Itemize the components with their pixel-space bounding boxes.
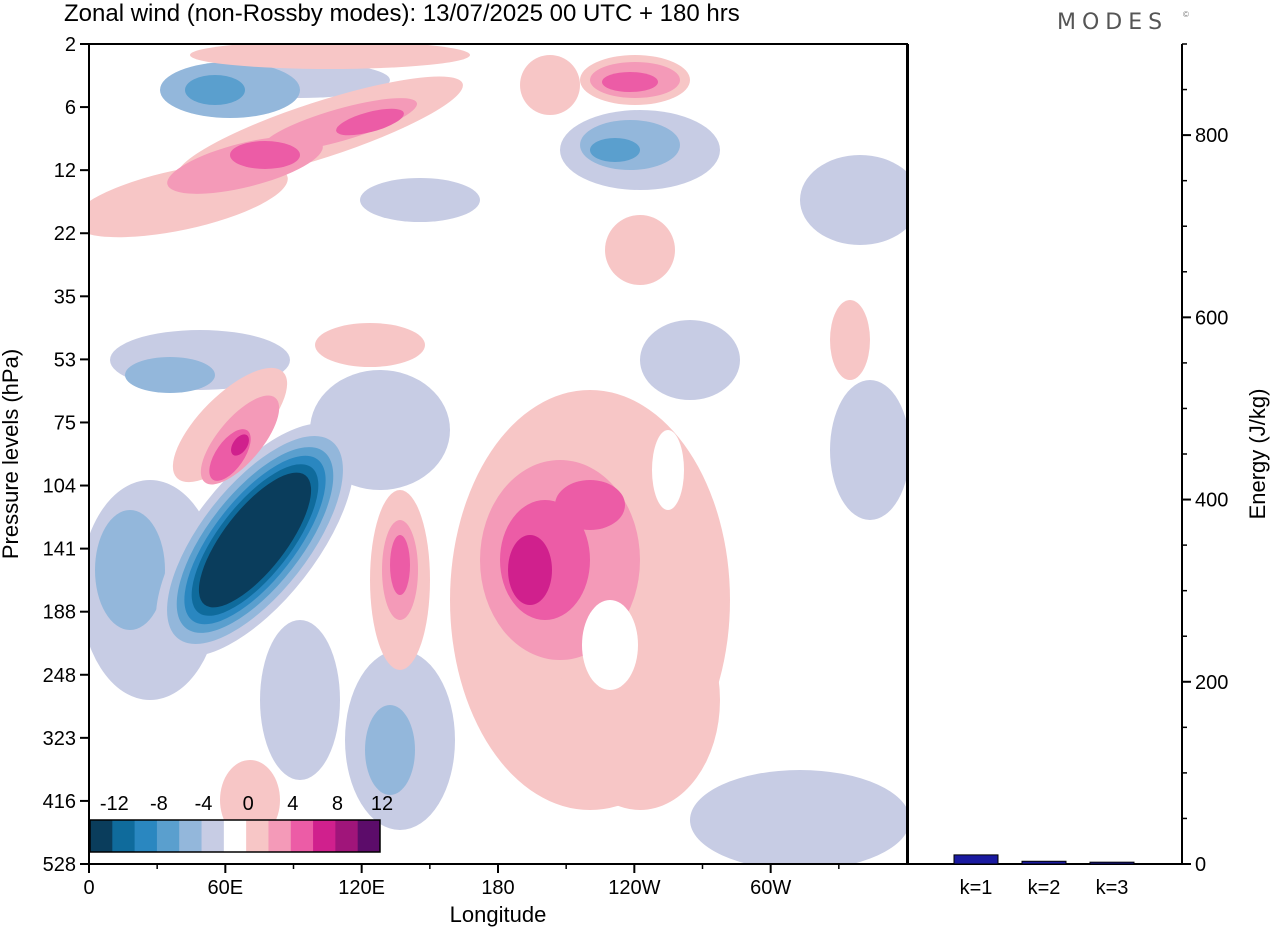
colorbar-legend: -12 -8 -4 0 4 8 12 bbox=[89, 793, 393, 853]
contour-fill bbox=[555, 480, 625, 530]
brand-logo: MODES bbox=[1057, 10, 1169, 35]
x-tick-label: 120E bbox=[338, 877, 385, 899]
energy-tick-label: 400 bbox=[1195, 490, 1228, 512]
colorbar-swatch bbox=[156, 820, 180, 852]
colorbar-swatch bbox=[179, 820, 203, 852]
contour-field bbox=[89, 44, 907, 864]
contour-fill bbox=[652, 430, 684, 510]
contour-fill bbox=[800, 155, 907, 245]
colorbar-label: 0 bbox=[243, 793, 254, 815]
y-tick-label: 104 bbox=[43, 476, 76, 498]
energy-axis-ticks: 0 200 400 600 800 bbox=[1182, 43, 1228, 876]
y-tick-label: 416 bbox=[43, 791, 76, 813]
colorbar-swatch bbox=[268, 820, 292, 852]
y-tick-label: 323 bbox=[43, 728, 76, 750]
y-tick-label: 75 bbox=[54, 412, 76, 434]
energy-bar bbox=[1021, 860, 1067, 865]
contour-fill bbox=[190, 44, 470, 69]
y-tick-label: 6 bbox=[65, 97, 76, 119]
colorbar-swatch bbox=[290, 820, 314, 852]
contour-fill bbox=[125, 357, 215, 393]
colorbar-label: 12 bbox=[371, 793, 393, 815]
y-axis-title: Pressure levels (hPa) bbox=[0, 349, 23, 559]
energy-tick-label: 0 bbox=[1195, 854, 1206, 876]
y-tick-label: 22 bbox=[54, 223, 76, 245]
colorbar-frame bbox=[89, 819, 381, 853]
contour-fill bbox=[690, 770, 907, 864]
contour-fill bbox=[230, 141, 300, 169]
contour-fill bbox=[830, 380, 907, 520]
contour-fill bbox=[582, 600, 638, 690]
x-tick-label: 60W bbox=[750, 877, 791, 899]
contour-fill bbox=[95, 510, 165, 630]
energy-tick-label: 800 bbox=[1195, 125, 1228, 147]
contour-fill bbox=[590, 138, 640, 162]
y-tick-label: 35 bbox=[54, 286, 76, 308]
colorbar-label: -12 bbox=[100, 793, 129, 815]
x-tick-label: 0 bbox=[83, 877, 94, 899]
y-tick-label: 141 bbox=[43, 539, 76, 561]
energy-bar bbox=[953, 854, 999, 865]
contour-fill bbox=[520, 55, 580, 115]
x-tick-label: 120W bbox=[608, 877, 660, 899]
y-tick-label: 12 bbox=[54, 160, 76, 182]
contour-fill bbox=[365, 705, 415, 795]
energy-bars: k=1 k=2 k=3 bbox=[953, 854, 1135, 899]
colorbar-swatch bbox=[246, 820, 269, 852]
energy-tick-label: 200 bbox=[1195, 672, 1228, 694]
energy-bar-panel: k=1 k=2 k=3 0 200 400 600 800 Energy (J/kg) bbox=[907, 43, 1270, 899]
energy-bar bbox=[1089, 861, 1135, 865]
colorbar-label: 4 bbox=[287, 793, 298, 815]
contour-fill bbox=[185, 75, 245, 105]
pressure-axis: 2 6 12 22 35 53 75 104 141 188 248 323 416 528 bbox=[43, 34, 89, 876]
colorbar-swatch bbox=[134, 820, 158, 852]
bar-category-label: k=1 bbox=[960, 877, 993, 899]
colorbar-swatch bbox=[335, 820, 359, 852]
colorbar-label: 8 bbox=[332, 793, 343, 815]
contour-fill bbox=[508, 535, 552, 605]
hovmoller-plot: 2 6 12 22 35 53 75 104 141 188 248 323 416 528 0 60E 12… bbox=[0, 34, 908, 927]
colorbar-swatch bbox=[357, 820, 381, 852]
y-tick-label: 53 bbox=[54, 349, 76, 371]
x-axis-title: Longitude bbox=[450, 902, 547, 927]
x-tick-label: 60E bbox=[208, 877, 244, 899]
y-tick-label: 2 bbox=[65, 34, 76, 56]
contour-fill bbox=[315, 323, 425, 367]
brand-copyright-mark: © bbox=[1183, 10, 1189, 19]
y-tick-label: 528 bbox=[43, 854, 76, 876]
colorbar-swatch bbox=[201, 820, 225, 852]
contour-fill bbox=[390, 535, 410, 595]
colorbar-swatch bbox=[112, 820, 136, 852]
contour-fill bbox=[231, 434, 249, 456]
energy-tick-label: 600 bbox=[1195, 307, 1228, 329]
bar-category-label: k=2 bbox=[1028, 877, 1061, 899]
colorbar-swatch bbox=[90, 820, 113, 852]
colorbar-label: -4 bbox=[195, 793, 213, 815]
bar-plot-background bbox=[908, 44, 1182, 864]
x-tick-label: 180 bbox=[481, 877, 514, 899]
contour-fill bbox=[640, 320, 740, 400]
contour-fill bbox=[336, 108, 404, 136]
y-tick-label: 248 bbox=[43, 665, 76, 687]
chart-title: Zonal wind (non-Rossby modes): 13/07/202… bbox=[64, 0, 740, 27]
contour-fill bbox=[260, 620, 340, 780]
contour-fill bbox=[830, 300, 870, 380]
contour-fill bbox=[360, 178, 480, 222]
colorbar-label: -8 bbox=[150, 793, 168, 815]
bar-category-label: k=3 bbox=[1096, 877, 1129, 899]
contour-fill bbox=[198, 472, 312, 608]
y-tick-label: 188 bbox=[43, 602, 76, 624]
contour-fill bbox=[605, 215, 675, 285]
contour-fill bbox=[602, 72, 658, 92]
longitude-axis: 0 60E 120E 180 120W 60W bbox=[83, 864, 840, 899]
colorbar-swatch bbox=[223, 820, 247, 852]
energy-axis-title: Energy (J/kg) bbox=[1245, 389, 1270, 520]
colorbar-swatch bbox=[313, 820, 336, 852]
